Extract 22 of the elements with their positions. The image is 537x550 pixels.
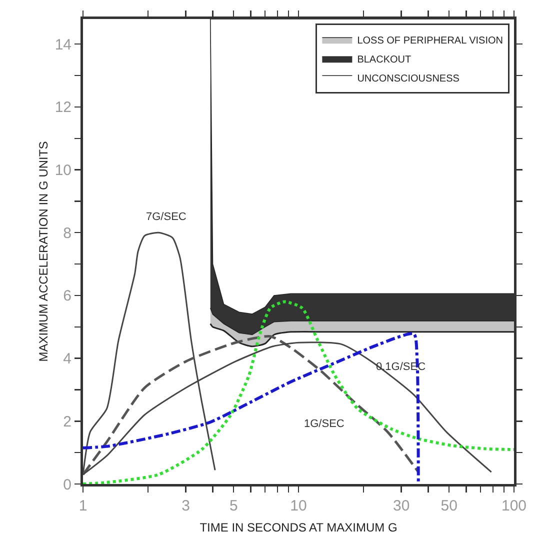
x-tick-label: 100 [501,498,527,514]
x-tick-label: 30 [392,498,410,514]
y-tick-label: 2 [63,413,72,430]
y-tick-label: 0 [63,476,72,494]
x-axis-title: TIME IN SECONDS AT MAXIMUM G [200,520,398,534]
x-tick-label: 1 [78,498,88,514]
legend-label: UNCONSCIOUSNESS [357,74,460,85]
x-tick-label: 3 [182,498,190,514]
y-tick-label: 6 [63,288,72,305]
x-tick-label: 10 [290,498,307,514]
annotation: 7G/SEC [146,211,186,223]
y-tick-label: 4 [63,350,72,368]
x-tick-label: 50 [440,498,458,514]
y-tick-label: 8 [63,224,72,242]
annotation: 1G/SEC [304,418,344,430]
legend-label: BLACKOUT [357,54,412,66]
x-tick-label: 5 [229,498,238,514]
y-axis-title: MAXIMUM ACCELERATION IN G UNITS [36,141,50,362]
y-tick-label: 10 [54,162,72,180]
y-tick-label: 12 [54,99,72,116]
y-tick-label: 14 [54,36,72,54]
legend-label: LOSS OF PERIPHERAL VISION [357,36,503,47]
